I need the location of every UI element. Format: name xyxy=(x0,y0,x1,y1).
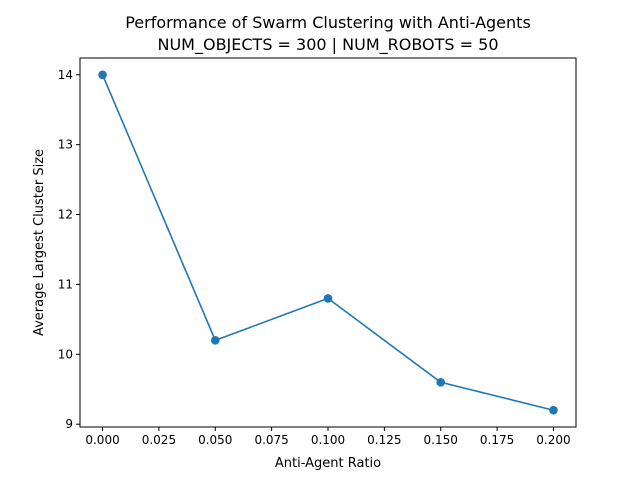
x-tick-label: 0.200 xyxy=(536,433,570,447)
data-point xyxy=(323,294,333,303)
y-tick-label: 9 xyxy=(65,417,73,431)
y-tick-label: 10 xyxy=(58,347,73,361)
data-point xyxy=(98,70,107,80)
data-point xyxy=(436,377,446,387)
x-tick-label: 0.175 xyxy=(480,433,514,447)
chart-title: Performance of Swarm Clustering with Ant… xyxy=(125,13,531,32)
y-axis-label: Average Largest Cluster Size xyxy=(32,149,47,336)
data-point xyxy=(549,405,558,415)
chart-subtitle: NUM_OBJECTS = 300 | NUM_ROBOTS = 50 xyxy=(157,35,498,55)
x-tick-label: 0.075 xyxy=(254,433,288,447)
data-point xyxy=(210,336,220,345)
x-axis-label: Anti-Agent Ratio xyxy=(275,456,381,471)
y-tick-label: 13 xyxy=(58,138,73,152)
x-tick-label: 0.150 xyxy=(424,433,458,447)
x-tick-label: 0.050 xyxy=(198,433,232,447)
y-tick-label: 11 xyxy=(58,277,73,291)
x-tick-label: 0.000 xyxy=(85,433,119,447)
x-tick-label: 0.025 xyxy=(142,433,176,447)
x-tick-label: 0.125 xyxy=(367,433,401,447)
y-tick-label: 14 xyxy=(58,68,73,82)
plot-area xyxy=(98,70,558,415)
y-tick-label: 12 xyxy=(58,208,73,222)
x-tick-label: 0.100 xyxy=(311,433,345,447)
